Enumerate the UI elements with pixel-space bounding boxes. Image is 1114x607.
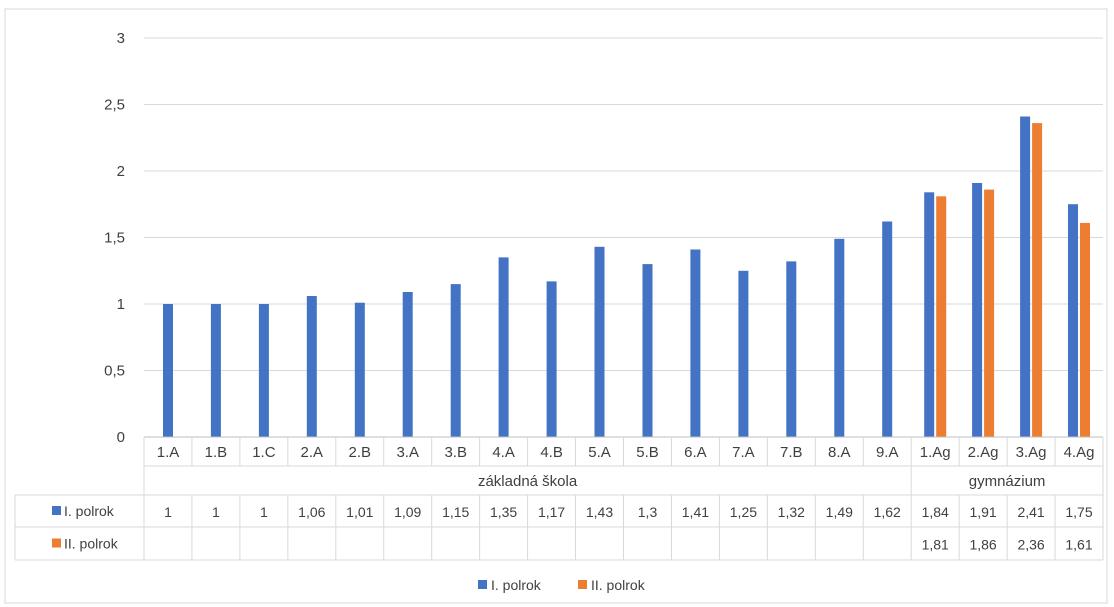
data-label: 1,35 <box>490 504 517 520</box>
bar <box>1032 123 1043 437</box>
bar <box>306 296 317 437</box>
category-label: 7.B <box>780 444 803 461</box>
bar <box>594 246 605 437</box>
bar <box>984 189 995 437</box>
data-label: 1,62 <box>874 504 901 520</box>
bar <box>1080 222 1090 437</box>
bar <box>450 284 461 437</box>
category-label: 9.A <box>876 444 899 461</box>
category-label: 3.A <box>396 444 419 461</box>
data-label: 1,3 <box>638 504 658 520</box>
data-label: 1 <box>212 504 220 520</box>
category-label: 2.A <box>301 444 324 461</box>
category-label: 3.Ag <box>1016 444 1047 461</box>
data-label: 1,61 <box>1065 537 1092 553</box>
category-label: 5.B <box>636 444 659 461</box>
data-label: 1 <box>164 504 172 520</box>
bar <box>1068 204 1078 437</box>
category-label: 7.A <box>732 444 755 461</box>
table-series-name: I. polrok <box>64 503 115 519</box>
data-label: 1 <box>260 504 268 520</box>
category-label: 8.A <box>828 444 851 461</box>
bar <box>690 249 701 437</box>
category-label: 2.Ag <box>968 444 999 461</box>
bar <box>258 304 269 437</box>
category-label: 2.B <box>349 444 372 461</box>
bars <box>163 116 1090 438</box>
bar <box>210 304 221 437</box>
table-series-name: II. polrok <box>64 536 119 552</box>
category-label: 6.A <box>684 444 707 461</box>
bar <box>1020 116 1031 437</box>
y-tick-label: 0 <box>117 429 125 446</box>
y-tick-label: 1,5 <box>104 230 125 247</box>
bar <box>738 270 749 438</box>
bar <box>936 196 947 437</box>
bar <box>354 302 365 437</box>
y-tick-label: 1 <box>117 296 125 313</box>
data-table: základná škola gymnázium 1.A 1.B 1.C 2.A 2.B 3.… <box>14 436 1104 561</box>
data-label: 1,01 <box>346 504 373 520</box>
group-label: gymnázium <box>969 473 1046 490</box>
data-label: 1,41 <box>682 504 709 520</box>
category-label: 3.B <box>444 444 467 461</box>
data-label: 1,75 <box>1065 504 1092 520</box>
y-tick-label: 2,5 <box>104 97 125 114</box>
bar <box>163 304 173 437</box>
y-tick-label: 2 <box>117 163 125 180</box>
data-label: 1,91 <box>969 504 996 520</box>
bar <box>402 292 413 437</box>
data-label: 1,84 <box>922 504 949 520</box>
bar <box>834 238 845 437</box>
category-label: 1.A <box>157 444 180 461</box>
category-label: 5.A <box>588 444 611 461</box>
category-label: 1.C <box>252 444 276 461</box>
bar <box>786 261 797 437</box>
data-label: 1,06 <box>298 504 325 520</box>
data-label: 1,81 <box>922 537 949 553</box>
bar <box>642 264 653 437</box>
category-label: 4.A <box>492 444 515 461</box>
data-label: 1,25 <box>730 504 757 520</box>
legend: I. polrok II. polrok <box>478 577 646 593</box>
data-label: 1,49 <box>826 504 853 520</box>
group-label: základná škola <box>478 473 578 490</box>
category-label: 4.Ag <box>1064 444 1095 461</box>
data-label: 2,41 <box>1017 504 1044 520</box>
bar <box>882 221 893 437</box>
data-label: 2,36 <box>1017 537 1044 553</box>
bar <box>498 257 509 437</box>
data-label: 1,09 <box>394 504 421 520</box>
table-series-key <box>52 506 61 515</box>
data-label: 1,43 <box>586 504 613 520</box>
bar <box>546 281 557 437</box>
data-label: 1,15 <box>442 504 469 520</box>
category-label: 1.Ag <box>920 444 951 461</box>
legend-label: I. polrok <box>491 577 542 593</box>
legend-swatch <box>578 580 587 589</box>
y-axis: 0 0,5 1 1,5 2 2,5 3 <box>104 30 125 446</box>
legend-label: II. polrok <box>591 577 646 593</box>
category-label: 4.B <box>540 444 563 461</box>
bar <box>972 183 983 437</box>
data-label: 1,32 <box>778 504 805 520</box>
bar <box>924 192 935 437</box>
legend-swatch <box>478 580 487 589</box>
data-label: 1,17 <box>538 504 565 520</box>
data-label: 1,86 <box>969 537 996 553</box>
y-tick-label: 3 <box>117 30 125 47</box>
table-series-key <box>52 538 61 548</box>
category-label: 1.B <box>205 444 228 461</box>
y-tick-label: 0,5 <box>104 363 125 380</box>
